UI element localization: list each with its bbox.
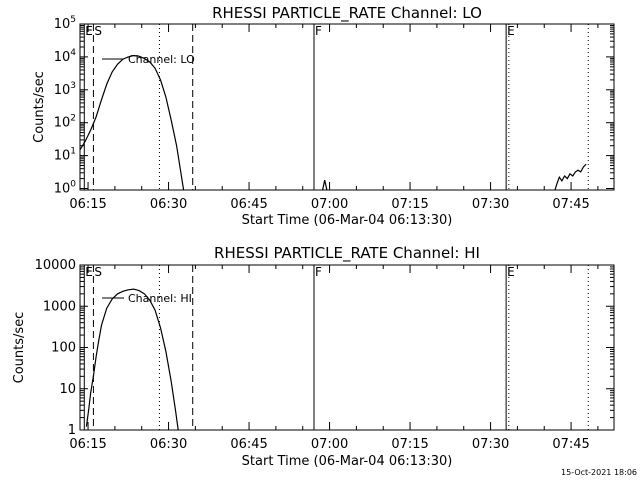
x-tick-label: 07:45 [552, 197, 589, 212]
timestamp: 15-Oct-2021 18:06 [561, 468, 637, 477]
y-tick-label: 105 [54, 15, 76, 32]
y-tick-label: 10 [59, 382, 76, 397]
y-tick-label: 100 [54, 179, 77, 196]
x-tick-label: 07:45 [552, 437, 589, 452]
x-tick-label: 06:30 [150, 197, 187, 212]
x-tick-label: 07:30 [472, 197, 509, 212]
y-tick-label: 10000 [35, 258, 76, 273]
x-tick-label: 07:00 [311, 437, 348, 452]
series-line [85, 288, 179, 431]
chart-title: RHESSI PARTICLE_RATE Channel: HI [214, 244, 480, 263]
x-tick-label: 07:15 [391, 197, 428, 212]
event-marker-label: E [507, 265, 515, 279]
plot-hi-channel: RHESSI PARTICLE_RATE Channel: HI 06:15 06:… [12, 244, 615, 469]
event-marker-label: S [94, 24, 102, 38]
event-marker-label: F [315, 265, 322, 279]
y-tick-label: 1 [68, 423, 76, 438]
x-axis-label: Start Time (06-Mar-04 06:13:30) [242, 454, 453, 469]
chart-title: RHESSI PARTICLE_RATE Channel: LO [212, 4, 482, 23]
legend-label: Channel: HI [128, 292, 192, 305]
plot-frame [79, 23, 615, 191]
y-axis-label: Counts/sec [32, 71, 47, 143]
event-marker-label: E [507, 24, 515, 38]
legend-label: Channel: LO [128, 53, 195, 66]
x-tick-label: 06:30 [150, 437, 187, 452]
x-tick-label: 06:45 [230, 437, 267, 452]
series-line [322, 179, 328, 191]
event-marker-label: F [315, 24, 322, 38]
y-tick-label: 100 [51, 341, 76, 356]
event-marker-label: E [85, 265, 93, 279]
series-line [554, 163, 587, 191]
y-axis-label: Counts/sec [12, 312, 27, 384]
x-tick-label: 07:15 [391, 437, 428, 452]
y-tick-label: 101 [54, 147, 76, 164]
plot-frame [79, 264, 615, 431]
y-tick-label: 1000 [43, 299, 76, 314]
event-marker-label: E [85, 24, 93, 38]
y-tick-label: 103 [54, 81, 76, 98]
x-tick-label: 06:15 [69, 197, 106, 212]
x-tick-label: 06:45 [230, 197, 267, 212]
y-tick-label: 102 [54, 114, 76, 131]
x-tick-label: 07:30 [472, 437, 509, 452]
event-marker-label: S [94, 265, 102, 279]
plot-lo-channel: RHESSI PARTICLE_RATE Channel: LO 06:15 06:… [32, 4, 615, 228]
y-tick-label: 104 [54, 48, 77, 65]
x-tick-label: 07:00 [311, 197, 348, 212]
series-line [79, 54, 185, 191]
x-axis-label: Start Time (06-Mar-04 06:13:30) [242, 213, 453, 228]
x-tick-label: 06:15 [69, 437, 106, 452]
